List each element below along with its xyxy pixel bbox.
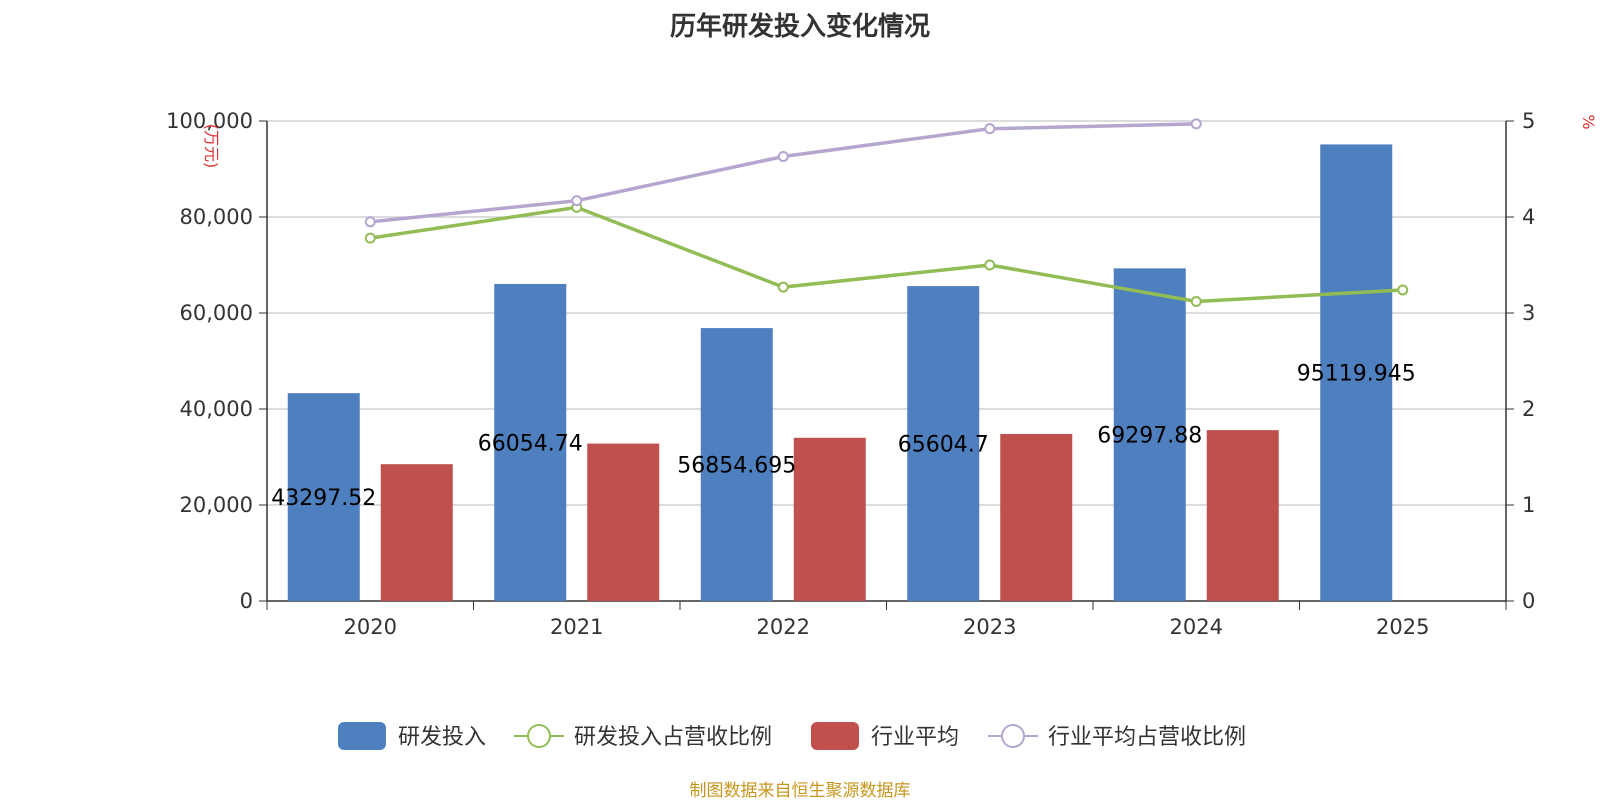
y-right-tick-label: 1 [1522,493,1535,517]
point-industry-ratio [777,151,789,163]
bar-data-label: 95119.945 [1297,362,1416,387]
legend-label: 行业平均占营收比例 [1048,725,1246,750]
x-tick-label: 2025 [1376,615,1429,639]
bar-industry-average [1000,433,1073,601]
legend-label: 行业平均 [871,725,959,750]
point-industry-ratio [984,123,996,135]
legend-label: 研发投入 [398,725,486,750]
bar-rd-investment [907,286,980,601]
bar-data-label: 56854.695 [677,454,796,479]
x-tick-label: 2021 [550,615,603,639]
x-tick-label: 2020 [344,615,397,639]
legend-swatch-marker [527,724,551,748]
y-right-label: % [1579,114,1598,129]
bar-data-label: 43297.52 [271,486,376,511]
point-industry-ratio [571,195,583,207]
line-rd-ratio [370,205,1403,304]
chart-title: 历年研发投入变化情况 [669,12,930,42]
y-left-tick-label: 60,000 [180,301,253,325]
bar-rd-investment [700,328,773,601]
point-rd-ratio [1190,295,1202,307]
y-left-tick-label: 0 [240,589,253,613]
x-tick-label: 2024 [1170,615,1223,639]
y-right-tick-label: 2 [1522,397,1535,421]
point-rd-ratio [984,259,996,271]
bar-rd-investment [494,283,567,601]
y-right-tick-label: 5 [1522,109,1535,133]
point-rd-ratio [364,232,376,244]
y-left-tick-label: 40,000 [180,397,253,421]
source-footer: 制图数据来自恒生聚源数据库 [689,781,911,801]
bar-data-label: 66054.74 [478,431,583,456]
y-right-tick-label: 3 [1522,301,1535,325]
bar-industry-average [587,443,660,601]
point-industry-ratio [364,216,376,228]
line-industry-ratio [370,122,1197,224]
y-right-tick-label: 0 [1522,589,1535,613]
legend-swatch [338,722,386,750]
bar-data-label: 69297.88 [1097,424,1202,449]
y-left-tick-label: 20,000 [180,493,253,517]
bar-data-label: 65604.7 [898,433,989,458]
bar-industry-average [793,437,866,601]
y-left-tick-label: 80,000 [180,205,253,229]
y-right-tick-label: 4 [1522,205,1535,229]
y-left-label: (万元) [202,124,221,169]
point-industry-ratio [1190,118,1202,130]
bar-rd-investment [287,393,360,601]
x-tick-label: 2022 [757,615,810,639]
x-tick-label: 2023 [963,615,1016,639]
bar-rd-investment [1113,268,1186,601]
y-left-tick-label: 100,000 [166,109,253,133]
point-rd-ratio [777,281,789,293]
bar-industry-average [1206,430,1279,601]
point-rd-ratio [1397,284,1409,296]
legend-swatch-marker [1001,724,1025,748]
legend-swatch [811,722,859,750]
bar-rd-investment [1320,144,1393,602]
legend-label: 研发投入占营收比例 [574,725,772,750]
bar-industry-average [380,464,453,601]
